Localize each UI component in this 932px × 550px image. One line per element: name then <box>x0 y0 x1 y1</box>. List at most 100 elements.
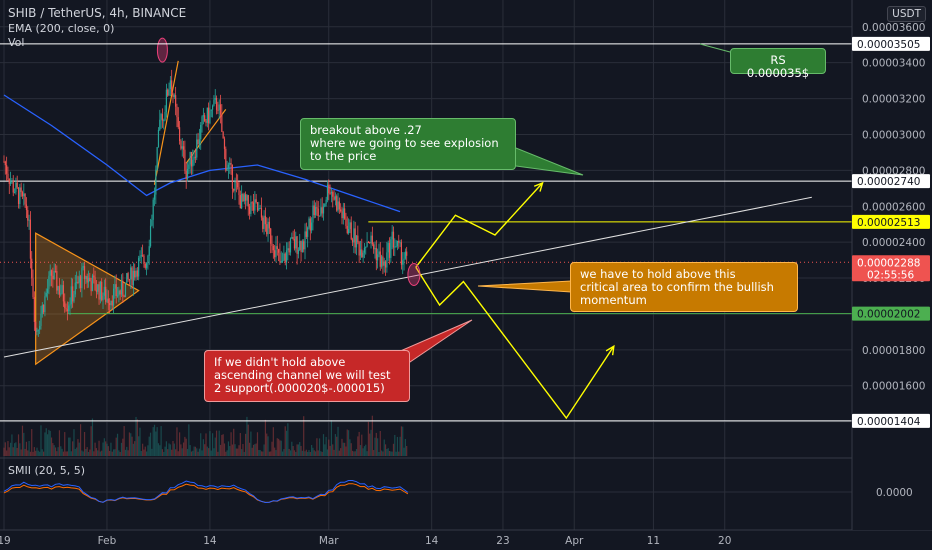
candle-body <box>328 184 330 194</box>
candle-body <box>72 286 74 302</box>
volume-bar <box>386 448 388 456</box>
chart-title[interactable]: SHIB / TetherUS, 4h, BINANCE <box>8 6 187 20</box>
volume-bar <box>171 449 173 456</box>
ema-legend[interactable]: EMA (200, close, 0) <box>8 22 115 35</box>
volume-bar <box>156 427 158 456</box>
volume-bar <box>119 451 121 456</box>
critical-area-ellipse <box>407 262 421 286</box>
volume-bar <box>223 443 226 456</box>
candle-body <box>169 80 171 89</box>
candle-body <box>387 243 389 253</box>
candle-body <box>197 139 199 145</box>
candle-body <box>320 207 322 216</box>
volume-bar <box>276 438 278 456</box>
candle-body <box>288 248 290 253</box>
candle-body <box>39 325 41 330</box>
price-axis[interactable]: 0.00003600 0.00003400 0.00003200 0.00003000… <box>851 0 932 530</box>
volume-bar <box>180 444 182 456</box>
candle-body <box>86 276 88 283</box>
rs-callout[interactable]: RS 0.000035$ <box>730 48 826 80</box>
smii-tick-label: 0.0000 <box>876 487 913 499</box>
volume-bar <box>11 434 13 456</box>
volume-legend[interactable]: Vol <box>8 36 25 49</box>
volume-bar <box>337 426 339 456</box>
volume-bar <box>239 433 241 456</box>
candle-body <box>173 95 175 97</box>
currency-badge[interactable]: USDT <box>887 6 926 22</box>
candle-body <box>122 280 124 297</box>
volume-bar <box>131 436 133 456</box>
candle-body <box>87 277 90 283</box>
volume-bar <box>278 438 280 456</box>
candle-body <box>11 181 13 183</box>
candle-body <box>114 284 116 289</box>
price-tag <box>852 36 930 51</box>
volume-bar <box>208 448 210 456</box>
candle-body <box>35 321 37 333</box>
volume-bar <box>230 432 232 456</box>
volume-bar <box>69 437 71 456</box>
candle-body <box>27 210 29 221</box>
volume-bar <box>288 448 290 456</box>
volume-bar <box>196 448 198 456</box>
volume-bar <box>111 451 113 456</box>
volume-bar <box>99 451 101 456</box>
candle-body <box>126 273 128 283</box>
candle-body <box>267 221 269 235</box>
candle-body <box>299 241 301 250</box>
volume-bar <box>105 441 107 456</box>
volume-bar <box>70 451 72 456</box>
time-tick-label: 14 <box>203 535 217 547</box>
volume-bar <box>248 442 251 456</box>
breakout-callout[interactable]: breakout above .27 where we going to see… <box>300 118 516 170</box>
volume-bar <box>334 434 336 456</box>
candle-body <box>107 298 109 304</box>
smii-legend[interactable]: SMII (20, 5, 5) <box>8 464 86 477</box>
candle-body <box>69 304 71 306</box>
candle-body <box>308 218 310 228</box>
candle-body <box>272 245 274 251</box>
candle-body <box>50 270 53 276</box>
volume-bar <box>16 447 18 456</box>
candle-body <box>21 192 24 197</box>
candle-body <box>106 298 108 302</box>
volume-bar <box>132 443 134 456</box>
volume-bar <box>175 449 177 456</box>
time-axis[interactable]: 19 Feb 14 Mar 14 23 Apr 11 20 <box>0 535 731 547</box>
candle-body <box>201 116 203 125</box>
volume-bar <box>7 441 9 456</box>
volume-bar <box>109 450 111 456</box>
volume-bar <box>272 427 274 456</box>
candle-body <box>181 146 183 149</box>
volume-bar <box>340 448 342 456</box>
candle-body <box>185 170 187 179</box>
candle-body <box>278 248 280 253</box>
volume-bar <box>314 451 317 456</box>
volume-bar <box>188 424 190 456</box>
volume-bar <box>186 448 189 456</box>
candle-body <box>217 109 219 111</box>
volume-bar <box>168 443 170 456</box>
candle-body <box>230 163 232 165</box>
fail-callout[interactable]: If we didn't hold above ascending channe… <box>204 350 410 402</box>
volume-bar <box>19 443 21 456</box>
candle-body <box>285 250 288 263</box>
candle-body <box>303 241 305 250</box>
hold-callout[interactable]: we have to hold above this critical area… <box>570 262 798 312</box>
volume-bar <box>138 436 140 456</box>
volume-bar <box>33 447 35 456</box>
candle-body <box>287 248 289 251</box>
volume-bar <box>39 451 41 456</box>
candle-body <box>15 182 17 193</box>
candle-body <box>138 258 140 277</box>
volume-bar <box>103 438 105 456</box>
volume-bar <box>222 434 224 456</box>
volume-bar <box>213 448 215 456</box>
price-tick-label: 0.00003000 <box>862 129 925 141</box>
volume-bar <box>293 450 296 456</box>
bullish-projection <box>415 182 544 268</box>
candle-body <box>329 193 331 195</box>
price-tick-label: 0.00003400 <box>862 58 925 70</box>
candle-body <box>332 191 334 197</box>
candle-body <box>95 290 98 292</box>
